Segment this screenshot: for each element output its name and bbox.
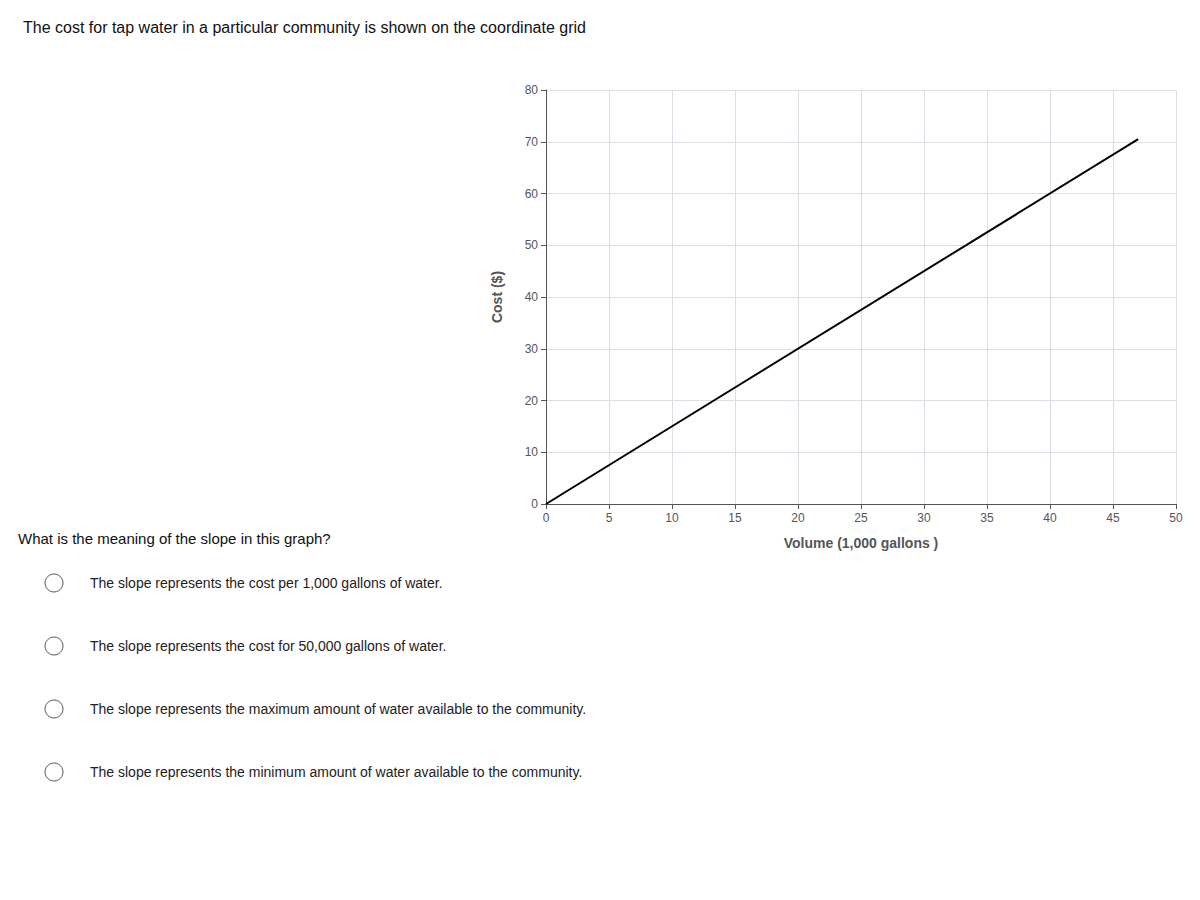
- svg-text:50: 50: [525, 238, 539, 252]
- svg-text:Cost ($): Cost ($): [489, 271, 505, 323]
- svg-text:30: 30: [917, 511, 931, 525]
- svg-text:0: 0: [543, 511, 550, 525]
- svg-text:The slope represents the cost: The slope represents the cost for 50,000…: [90, 638, 446, 654]
- svg-text:The cost for tap water in a pa: The cost for tap water in a particular c…: [23, 19, 586, 36]
- svg-text:10: 10: [665, 511, 679, 525]
- svg-text:70: 70: [525, 135, 539, 149]
- svg-text:What is the meaning of the slo: What is the meaning of the slope in this…: [18, 530, 331, 547]
- svg-text:Volume (1,000 gallons ): Volume (1,000 gallons ): [784, 535, 939, 551]
- svg-text:20: 20: [525, 394, 539, 408]
- svg-text:35: 35: [980, 511, 994, 525]
- svg-text:40: 40: [1043, 511, 1057, 525]
- svg-text:5: 5: [606, 511, 613, 525]
- svg-text:20: 20: [791, 511, 805, 525]
- svg-text:0: 0: [531, 497, 538, 511]
- svg-text:40: 40: [525, 290, 539, 304]
- svg-text:The slope represents the minim: The slope represents the minimum amount …: [90, 764, 582, 780]
- svg-text:60: 60: [525, 187, 539, 201]
- svg-text:80: 80: [525, 83, 539, 97]
- svg-text:15: 15: [728, 511, 742, 525]
- svg-text:30: 30: [525, 342, 539, 356]
- svg-text:10: 10: [525, 445, 539, 459]
- svg-text:The slope represents the cost: The slope represents the cost per 1,000 …: [90, 575, 443, 591]
- svg-text:25: 25: [854, 511, 868, 525]
- svg-text:45: 45: [1106, 511, 1120, 525]
- svg-text:50: 50: [1169, 511, 1183, 525]
- svg-text:The slope represents the maxim: The slope represents the maximum amount …: [90, 701, 586, 717]
